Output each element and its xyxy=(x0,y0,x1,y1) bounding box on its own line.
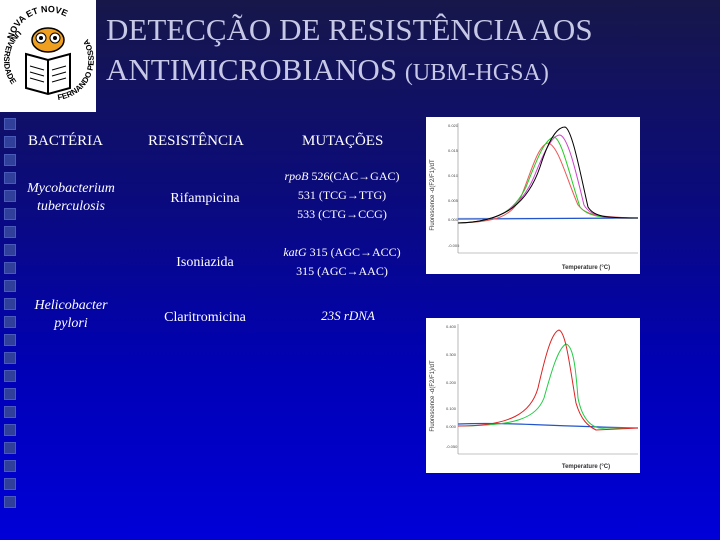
header-bacteria: BACTÉRIA xyxy=(28,133,103,149)
curve-magenta xyxy=(457,134,639,224)
mutation-315-acc: 315 (AGC→ACC) xyxy=(309,245,401,259)
bacteria-name-line2: pylori xyxy=(54,316,88,331)
drug-isoniazida: Isoniazida xyxy=(176,255,234,270)
graph-bottom-ytick: 0.100 xyxy=(446,406,457,411)
title-line-2-main: ANTIMICROBIANOS xyxy=(106,52,398,87)
mutation-rpob: rpoB 526(CAC→GAC) 531 (TCG→TTG) 533 (CTG… xyxy=(268,167,416,224)
curve-black xyxy=(457,126,639,224)
drug-rifampicina: Rifampicina xyxy=(170,191,240,206)
mutation-526: 526(CAC→GAC) xyxy=(311,169,400,183)
graph-top-ytick: -0.005 xyxy=(448,243,460,248)
graph-bottom-ytick: 0.000 xyxy=(446,424,457,429)
graph-top-ytick: 0.005 xyxy=(448,198,459,203)
drug-claritromicina: Claritromicina xyxy=(164,310,246,325)
bacteria-helicobacter: Helicobacter pylori xyxy=(12,297,130,333)
mutation-315-aac: 315 (AGC→AAC) xyxy=(296,264,388,278)
bacteria-mycobacterium: Mycobacterium tuberculosis xyxy=(12,180,130,216)
graph-top-ytick: 0.000 xyxy=(448,217,459,222)
curve-green xyxy=(457,136,639,224)
graph-top-ylabel: Fluorescence -d(F2/F1)/dT xyxy=(430,159,436,231)
mutation-531: 531 (TCG→TTG) xyxy=(297,188,387,202)
header-mutations: MUTAÇÕES xyxy=(302,133,384,149)
graph-bottom-xlabel: Temperature (°C) xyxy=(562,464,610,470)
graph-top-ytick: 0.020 xyxy=(448,123,459,128)
decorative-square-column xyxy=(0,118,20,514)
mutation-23s-rdna: 23S rDNA xyxy=(321,308,375,323)
university-logo: NOVA ET NOVE UNIVERSIDADE FERNANDO PESSO… xyxy=(0,0,96,112)
gene-rpob: rpoB xyxy=(284,169,309,183)
mutation-katg-line1: katG 315 (AGC→ACC) xyxy=(268,243,416,262)
graph-bottom-ytick: 0.300 xyxy=(446,352,457,357)
melting-curve-graph-top: Fluorescence -d(F2/F1)/dT 0.020 0.015 0.… xyxy=(426,117,640,274)
title-line-1: DETECÇÃO DE RESISTÊNCIA AOS xyxy=(106,12,593,47)
bacteria-name-line2: tuberculosis xyxy=(37,199,105,214)
mutation-katg: katG 315 (AGC→ACC) 315 (AGC→AAC) xyxy=(268,243,416,281)
graph-top-ytick: 0.010 xyxy=(448,173,459,178)
graph-bottom-ytick: 0.400 xyxy=(446,324,457,329)
gene-katg: katG xyxy=(283,245,307,259)
melting-curve-graph-bottom: Fluorescence -d(F2/F1)/dT 0.400 0.300 0.… xyxy=(426,318,640,473)
mutation-533: 533 (CTG→CCG) xyxy=(297,207,387,221)
curve-green xyxy=(457,343,638,429)
graph-bottom-ytick: 0.200 xyxy=(446,380,457,385)
curve-red xyxy=(457,142,639,224)
title-line-2-small: (UBM-HGSA) xyxy=(404,60,549,86)
slide-title: DETECÇÃO DE RESISTÊNCIA AOS ANTIMICROBIA… xyxy=(106,10,706,93)
bacteria-name-line1: Helicobacter xyxy=(34,298,108,313)
mutation-rpob-line1: rpoB 526(CAC→GAC) xyxy=(268,167,416,186)
title-line-2: ANTIMICROBIANOS (UBM-HGSA) xyxy=(106,50,706,93)
curve-red xyxy=(457,329,639,431)
graph-bottom-ylabel: Fluorescence -d(F2/F1)/dT xyxy=(430,360,436,432)
header-resistance: RESISTÊNCIA xyxy=(148,133,244,149)
graph-bottom-ytick: -0.050 xyxy=(446,444,458,449)
bacteria-name-line1: Mycobacterium xyxy=(27,181,115,196)
graph-top-ytick: 0.015 xyxy=(448,148,459,153)
graph-top-xlabel: Temperature (°C) xyxy=(562,265,610,271)
curve-blue xyxy=(457,422,639,429)
